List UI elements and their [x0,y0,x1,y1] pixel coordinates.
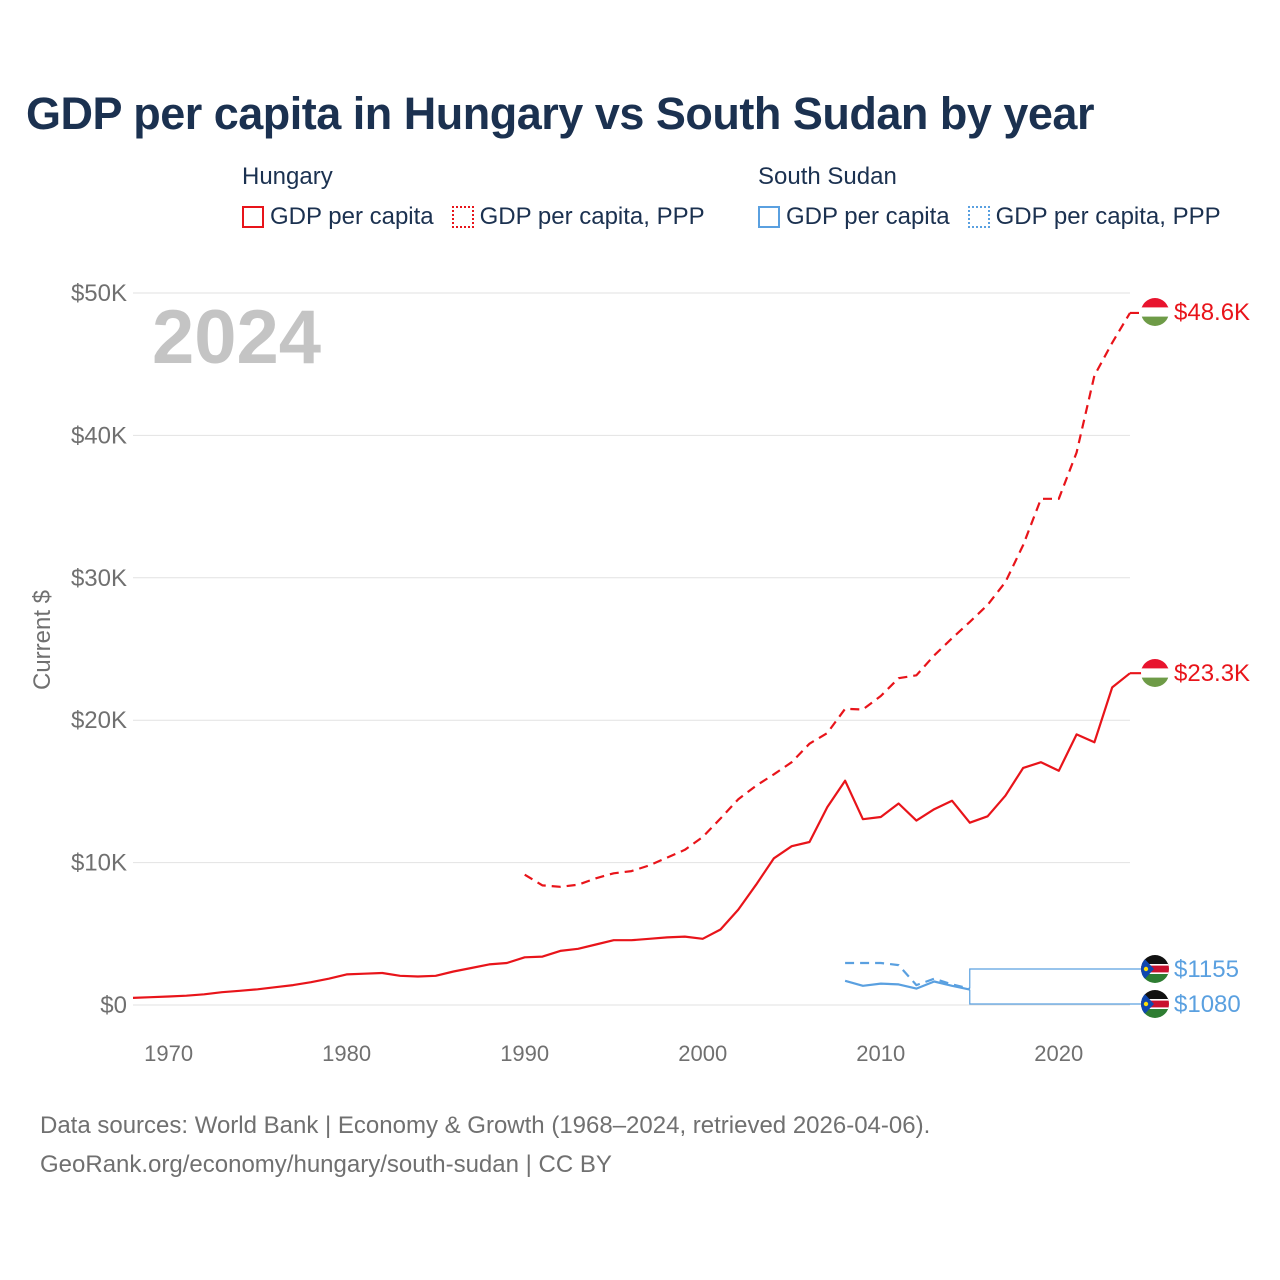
x-tick-label: 2020 [1034,1041,1083,1066]
y-tick-label: $30K [71,565,127,592]
legend-group-hungary: Hungary GDP per capita GDP per capita, P… [242,163,705,231]
series-connector [969,968,1155,989]
legend-item-label: GDP per capita [786,203,950,230]
hungary-flag-icon [1141,659,1169,687]
x-tick-label: 1990 [500,1041,549,1066]
legend-swatch-solid [242,206,264,228]
year-watermark: 2024 [152,295,321,380]
series-line-2[interactable] [524,312,1131,888]
source-note: Data sources: World Bank | Economy & Gro… [40,1106,930,1184]
y-tick-label: $50K [71,280,127,307]
y-tick-label: $10K [71,850,127,877]
source-line-1: Data sources: World Bank | Economy & Gro… [40,1112,931,1139]
end-value-label: $23.3K [1174,660,1250,687]
legend-swatch-dotted [451,206,474,228]
series-line-3[interactable] [844,979,971,991]
legend-country-label: South Sudan [758,163,897,190]
end-value-label: $1080 [1174,991,1241,1018]
legend-item-label: GDP per capita [270,203,434,230]
y-tick-label: $20K [71,707,127,734]
series-connector [969,989,1155,1005]
legend-swatch-dotted [967,206,990,228]
end-value-label: $48.6K [1174,299,1250,326]
legend-item-south-sudan-gdp-ppp[interactable]: GDP per capita, PPP [967,203,1221,231]
legend-item-label: GDP per capita, PPP [479,203,705,230]
legend-item-label: GDP per capita, PPP [995,203,1221,230]
hungary-flag-icon [1141,298,1169,326]
x-tick-label: 1970 [144,1041,193,1066]
legend-group-south-sudan: South Sudan GDP per capita GDP per capit… [758,163,1221,231]
end-value-label: $1155 [1174,956,1239,983]
x-tick-label: 2000 [678,1041,727,1066]
source-line-2: GeoRank.org/economy/hungary/south-sudan … [40,1151,612,1178]
series-line-4[interactable] [845,961,971,990]
south-sudan-flag-icon [1141,955,1169,983]
legend-item-south-sudan-gdp[interactable]: GDP per capita [758,203,950,231]
legend-country-label: Hungary [242,163,333,190]
legend-swatch-solid [758,206,780,228]
x-tick-label: 1980 [322,1041,371,1066]
chart-title: GDP per capita in Hungary vs South Sudan… [26,88,1094,139]
south-sudan-flag-icon [1141,990,1169,1018]
legend-item-hungary-gdp[interactable]: GDP per capita [242,203,434,231]
x-tick-label: 2010 [856,1041,905,1066]
legend-item-hungary-gdp-ppp[interactable]: GDP per capita, PPP [451,203,705,231]
y-tick-label: $40K [71,422,127,449]
y-tick-label: $0 [100,992,127,1019]
y-axis-label: Current $ [29,590,56,690]
series-line-1[interactable] [132,672,1131,999]
